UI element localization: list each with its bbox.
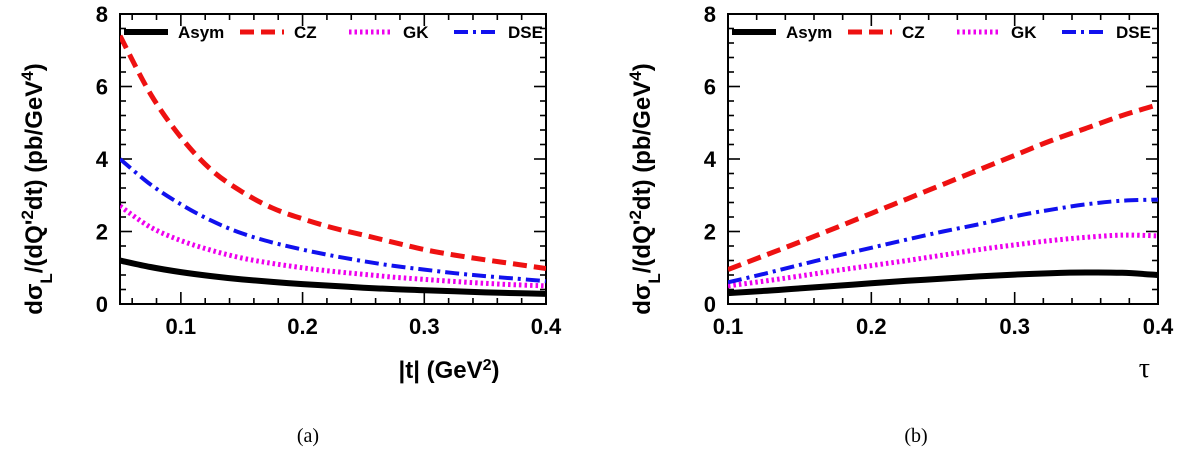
y-tick-label: 6 [704, 75, 716, 100]
y-tick-label: 8 [96, 2, 108, 27]
chart-panel-b: 0.1 0.2 0.3 0.4 0 2 4 6 8 Asym CZ GK DSE dσL/(dQ'2dt)… [626, 2, 1175, 447]
series-line-gk [728, 232, 1158, 289]
y-axis-title: dσL/(dQ'2dt) (pb/GeV4) [626, 63, 664, 314]
x-tick-label: 0.2 [856, 314, 887, 339]
x-tick-label: 0.3 [999, 314, 1030, 339]
x-tick-label: 0.3 [409, 314, 440, 339]
chart-panel-a: 0.1 0.2 0.3 0.4 0 2 4 6 8 Asym CZ GK DSE dσL/(dQ'2dt)… [18, 2, 563, 447]
legend-label-cz: CZ [902, 23, 925, 42]
panel-caption: (b) [904, 425, 927, 447]
plot-frame [727, 13, 1159, 305]
legend-label-dse: DSE [508, 23, 543, 42]
legend-label-gk: GK [1011, 23, 1037, 42]
series-line-dse [728, 197, 1158, 285]
legend-label-asym: Asym [178, 23, 224, 42]
y-tick-label: 4 [96, 147, 109, 172]
legend-label-asym: Asym [786, 23, 832, 42]
series-line-gk [120, 204, 546, 289]
y-tick-label: 6 [96, 75, 108, 100]
series-line-cz [120, 34, 546, 271]
series-line-asym [728, 269, 1158, 297]
legend-label-cz: CZ [294, 23, 317, 42]
x-tick-label: 0.1 [713, 314, 744, 339]
x-tick-label: 0.1 [166, 314, 197, 339]
y-tick-label: 4 [704, 147, 717, 172]
y-tick-label: 8 [704, 2, 716, 27]
x-axis-title: |t| (GeV2) [398, 357, 499, 385]
series-line-cz [728, 102, 1158, 272]
panel-caption: (a) [297, 425, 319, 447]
y-tick-label: 0 [704, 292, 716, 317]
y-tick-label: 2 [704, 220, 716, 245]
x-tick-label: 0.4 [531, 314, 562, 339]
y-axis-title: dσL/(dQ'2dt) (pb/GeV4) [18, 63, 56, 314]
series-line-dse [120, 157, 546, 284]
x-tick-label: 0.2 [287, 314, 318, 339]
y-tick-label: 2 [96, 220, 108, 245]
series-line-asym [120, 257, 546, 297]
legend-label-dse: DSE [1116, 23, 1151, 42]
legend-label-gk: GK [403, 23, 429, 42]
x-axis-title: τ [1139, 353, 1150, 384]
y-tick-label: 0 [96, 292, 108, 317]
x-tick-label: 0.4 [1143, 314, 1174, 339]
